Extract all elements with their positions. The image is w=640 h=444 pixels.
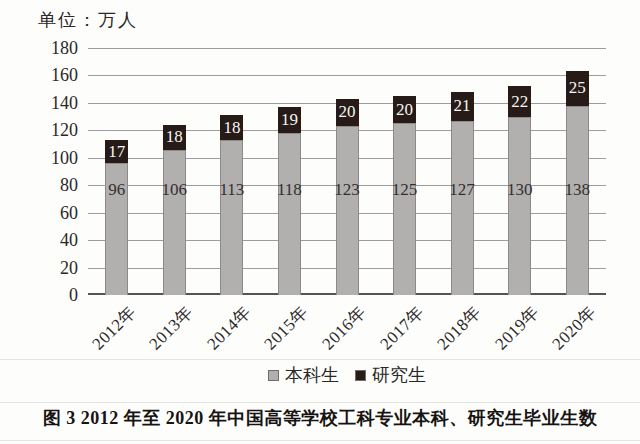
legend-item: 研究生 [355, 363, 426, 387]
legend-label: 研究生 [372, 363, 426, 387]
bar-segment-undergraduate [508, 117, 531, 295]
figure-caption: 图 3 2012 年至 2020 年中国高等学校工科专业本科、研究生毕业生数 [0, 406, 640, 430]
gridline-160 [88, 75, 606, 76]
undergraduate-value-label: 127 [442, 180, 482, 200]
bar-segment-undergraduate [336, 126, 359, 295]
faint-rule-below-caption [0, 440, 640, 441]
y-axis-tick-label: 40 [0, 230, 78, 250]
bar-segment-undergraduate [163, 150, 186, 295]
undergraduate-value-label: 123 [327, 180, 367, 200]
undergraduate-value-label: 125 [385, 180, 425, 200]
undergraduate-value-label: 138 [557, 180, 597, 200]
graduate-value-label: 18 [154, 127, 194, 147]
undergraduate-value-label: 118 [269, 180, 309, 200]
bar-segment-undergraduate [220, 140, 243, 295]
y-axis-tick-label: 100 [0, 148, 78, 168]
graduate-value-label: 21 [442, 96, 482, 116]
y-axis-tick-label: 20 [0, 258, 78, 278]
bar-segment-undergraduate [566, 106, 589, 295]
undergraduate-value-label: 106 [154, 180, 194, 200]
graduate-value-label: 20 [327, 102, 367, 122]
legend-item: 本科生 [268, 363, 339, 387]
undergraduate-value-label: 113 [212, 180, 252, 200]
y-axis-tick-label: 0 [0, 285, 78, 305]
graduate-value-label: 18 [212, 118, 252, 138]
figure-3-stacked-bar-chart: 单位：万人 96 17 106 18 113 18 118 19 123 20 125 20 127 21… [0, 0, 640, 444]
bar-segment-undergraduate [393, 123, 416, 295]
legend-label: 本科生 [285, 363, 339, 387]
graduate-value-label: 19 [269, 110, 309, 130]
y-axis-tick-label: 180 [0, 38, 78, 58]
faint-rule-above-caption [0, 402, 640, 403]
legend-swatch [268, 370, 279, 381]
y-axis-tick-label: 160 [0, 65, 78, 85]
undergraduate-value-label: 130 [500, 180, 540, 200]
graduate-value-label: 25 [557, 78, 597, 98]
graduate-value-label: 20 [385, 100, 425, 120]
gridline-180 [88, 48, 606, 49]
legend: 本科生 研究生 [88, 364, 606, 386]
undergraduate-value-label: 96 [97, 180, 137, 200]
graduate-value-label: 22 [500, 92, 540, 112]
unit-label: 单位：万人 [38, 8, 138, 32]
graduate-value-label: 17 [97, 142, 137, 162]
y-axis-tick-label: 140 [0, 93, 78, 113]
y-axis-tick-label: 80 [0, 175, 78, 195]
bar-segment-undergraduate [278, 133, 301, 295]
plot-area: 96 17 106 18 113 18 118 19 123 20 125 20 127 21 130 22 1… [88, 48, 606, 295]
bar-segment-undergraduate [451, 121, 474, 295]
y-axis-tick-label: 120 [0, 120, 78, 140]
y-axis-tick-label: 60 [0, 203, 78, 223]
legend-swatch [355, 370, 366, 381]
